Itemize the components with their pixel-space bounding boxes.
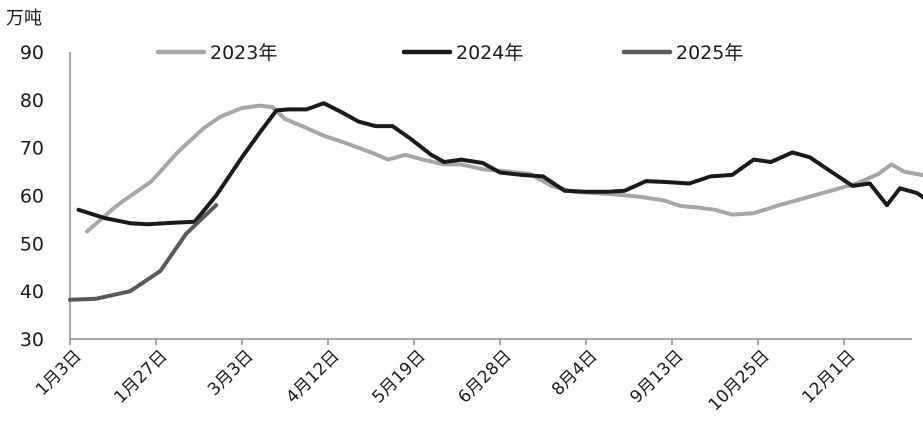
- x-tick-label: 8月4日: [548, 346, 601, 399]
- x-tick-label: 12月1日: [798, 346, 859, 407]
- x-axis-tick-labels: 1月3日 1月27日 3月3日 4月12日 5月19日 6月28日 8月4日 9月13日 10月…: [32, 339, 860, 415]
- x-tick-label: 1月3日: [32, 346, 85, 399]
- x-tick-label: 9月13日: [626, 346, 687, 407]
- y-tick-label: 90: [20, 42, 44, 64]
- series-lines: [68, 101, 923, 302]
- y-tick-label: 30: [20, 329, 44, 351]
- x-tick-label: 4月12日: [282, 346, 343, 407]
- y-tick-label: 70: [20, 138, 44, 160]
- axes: [69, 52, 912, 340]
- y-axis-tick-labels: 30 40 50 60 70 80 90: [20, 42, 44, 351]
- series-line-2: [76, 101, 923, 227]
- x-tick-label: 1月27日: [110, 346, 171, 407]
- x-tick-label: 10月25日: [705, 346, 774, 415]
- legend-label: 2023年: [210, 42, 277, 64]
- y-axis-unit-label: 万吨: [6, 8, 42, 29]
- y-tick-label: 60: [20, 186, 44, 208]
- series-line-3: [68, 203, 219, 302]
- x-tick-label: 6月28日: [454, 346, 515, 407]
- y-tick-label: 50: [20, 233, 44, 255]
- legend-label: 2025年: [676, 42, 743, 64]
- x-tick-label: 3月3日: [204, 346, 257, 399]
- legend: 2023年 2024年 2025年: [155, 42, 743, 64]
- y-tick-label: 80: [20, 90, 44, 112]
- x-tick-label: 5月19日: [368, 346, 429, 407]
- series-line-1: [85, 103, 923, 234]
- legend-label: 2024年: [456, 42, 523, 64]
- y-tick-label: 40: [20, 281, 44, 303]
